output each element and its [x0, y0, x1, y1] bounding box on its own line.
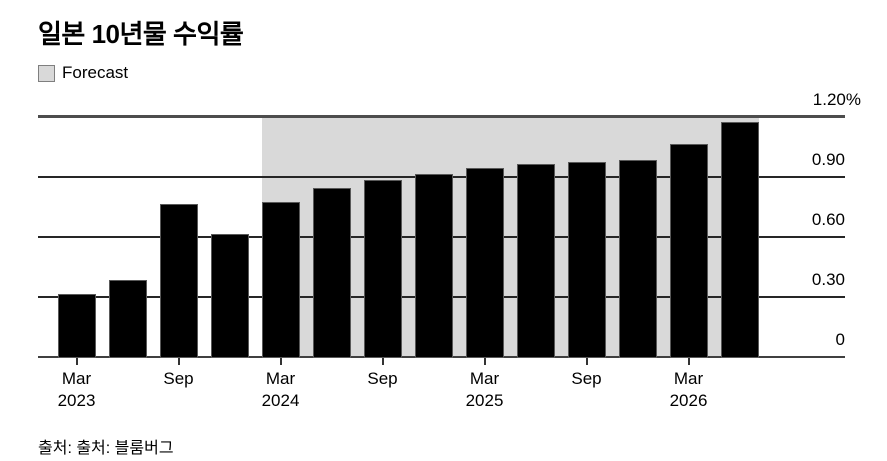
- x-axis-tick: [75, 358, 78, 365]
- x-axis-label: Sep: [571, 369, 602, 388]
- bar-mar-2025: [465, 168, 504, 358]
- x-axis-label: Mar 2023: [57, 369, 96, 410]
- y-axis-label: 0: [835, 330, 845, 349]
- y-axis-label: 0.60: [811, 210, 845, 229]
- x-axis-tick: [381, 358, 384, 365]
- chart-title: 일본 10년물 수익률: [38, 19, 244, 49]
- bar-mar-2026: [669, 144, 708, 358]
- x-axis-label: Sep: [367, 369, 398, 388]
- bar-jun-2026: [720, 122, 759, 358]
- x-axis-tick: [483, 358, 486, 365]
- bar-jun-2023: [108, 280, 147, 358]
- y-axis-label: 1.20%: [812, 90, 861, 109]
- x-axis-tick: [279, 358, 282, 365]
- bar-sep-2023: [159, 204, 198, 358]
- forecast-legend-swatch: [38, 64, 55, 82]
- bar-dec-2024: [414, 174, 453, 358]
- bar-sep-2025: [567, 162, 606, 358]
- x-axis-label: Sep: [163, 369, 194, 388]
- x-axis-label: Mar 2026: [669, 369, 708, 410]
- bar-mar-2024: [261, 202, 300, 358]
- bar-jun-2024: [312, 188, 351, 358]
- y-axis-label: 0.30: [811, 270, 845, 289]
- x-axis-label: Mar 2025: [465, 369, 504, 410]
- x-axis-tick: [177, 358, 180, 365]
- x-axis-label: Mar 2024: [261, 369, 300, 410]
- bar-dec-2023: [210, 234, 249, 358]
- forecast-legend-label: Forecast: [62, 63, 129, 82]
- x-axis-tick: [687, 358, 690, 365]
- gridline-1.20%: [38, 115, 845, 118]
- x-axis-tick: [585, 358, 588, 365]
- y-axis-label: 0.90: [811, 150, 845, 169]
- forecast-legend: Forecast: [38, 63, 128, 83]
- bar-dec-2025: [618, 160, 657, 358]
- bar-sep-2024: [363, 180, 402, 358]
- bar-jun-2025: [516, 164, 555, 358]
- bar-mar-2023: [57, 294, 96, 358]
- source-note: 출처: 출처: 블룸버그: [38, 440, 174, 457]
